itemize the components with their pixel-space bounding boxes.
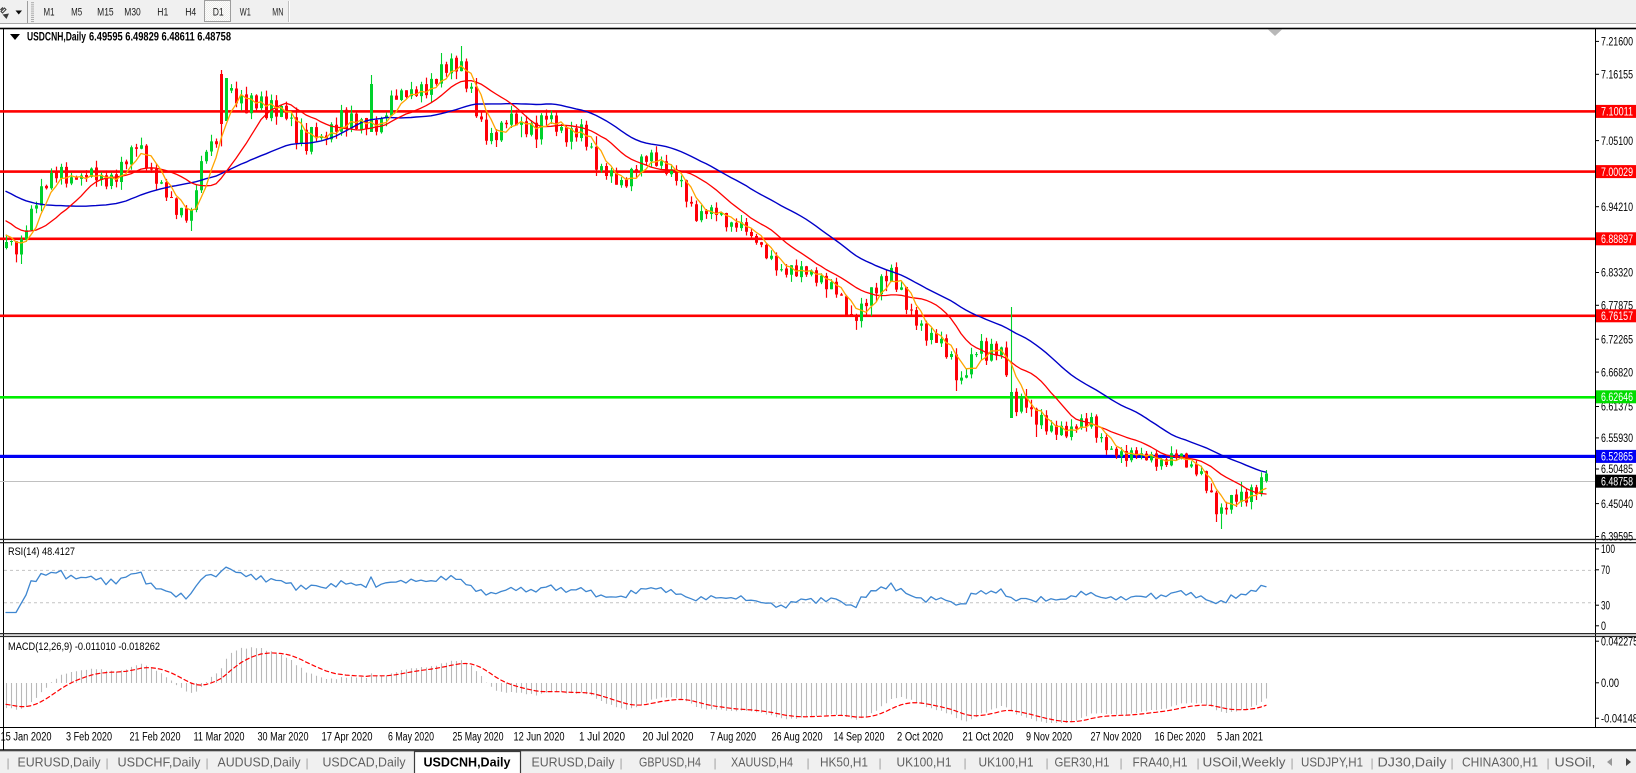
svg-text:UK100,H1: UK100,H1 — [897, 756, 952, 770]
svg-text:5 Jan 2021: 5 Jan 2021 — [1217, 732, 1263, 744]
svg-text:UK100,H1: UK100,H1 — [979, 756, 1034, 770]
svg-text:|: | — [1196, 756, 1199, 770]
svg-text:100: 100 — [1601, 544, 1615, 556]
svg-text:USDCNH,Daily: USDCNH,Daily — [27, 32, 86, 44]
svg-text:15 Jan 2020: 15 Jan 2020 — [1, 732, 52, 744]
svg-text:6.66820: 6.66820 — [1601, 367, 1633, 379]
svg-text:6.45040: 6.45040 — [1601, 499, 1633, 511]
svg-text:AUDUSD,Daily: AUDUSD,Daily — [218, 756, 302, 770]
svg-text:6.88897: 6.88897 — [1601, 234, 1633, 246]
svg-text:USDCNH,Daily: USDCNH,Daily — [424, 756, 511, 770]
svg-text:|: | — [963, 756, 966, 770]
svg-text:6.50485: 6.50485 — [1601, 464, 1633, 476]
svg-text:7.16155: 7.16155 — [1601, 70, 1633, 82]
svg-text:6.52865: 6.52865 — [1601, 452, 1633, 464]
svg-text:-0.04148: -0.04148 — [1601, 713, 1636, 725]
svg-text:|: | — [305, 756, 308, 770]
svg-text:XAUUSD,H4: XAUUSD,H4 — [731, 756, 793, 770]
svg-text:|: | — [878, 756, 881, 770]
svg-text:M5: M5 — [71, 7, 82, 19]
svg-text:3 Feb 2020: 3 Feb 2020 — [66, 732, 112, 744]
svg-text:HK50,H1: HK50,H1 — [820, 756, 868, 770]
svg-text:|: | — [1290, 756, 1293, 770]
svg-text:USDJPY,H1: USDJPY,H1 — [1301, 756, 1363, 770]
svg-text:6.39595: 6.39595 — [1601, 532, 1633, 544]
svg-text:7.21600: 7.21600 — [1601, 37, 1633, 49]
svg-text:USOil,: USOil, — [1555, 756, 1596, 770]
svg-text:11 Mar 2020: 11 Mar 2020 — [194, 732, 245, 744]
svg-text:6.83320: 6.83320 — [1601, 268, 1633, 280]
svg-text:6.76157: 6.76157 — [1601, 311, 1633, 323]
svg-text:21 Oct 2020: 21 Oct 2020 — [963, 732, 1014, 744]
svg-text:USDCAD,Daily: USDCAD,Daily — [323, 756, 407, 770]
svg-text:H4: H4 — [185, 7, 196, 19]
svg-text:6.61375: 6.61375 — [1601, 402, 1633, 414]
svg-text:20 Jul 2020: 20 Jul 2020 — [643, 732, 694, 744]
svg-text:7 Aug 2020: 7 Aug 2020 — [710, 732, 756, 744]
svg-text:MN: MN — [272, 7, 283, 19]
svg-text:21 Feb 2020: 21 Feb 2020 — [130, 732, 181, 744]
svg-text:|: | — [1119, 756, 1122, 770]
svg-text:RSI(14) 48.4127: RSI(14) 48.4127 — [8, 546, 75, 558]
svg-text:M30: M30 — [124, 7, 141, 19]
svg-text:6.48758: 6.48758 — [1601, 476, 1633, 488]
svg-text:EURUSD,Daily: EURUSD,Daily — [18, 756, 102, 770]
svg-text:H1: H1 — [157, 7, 168, 19]
svg-text:0.042275: 0.042275 — [1601, 636, 1636, 648]
svg-text:2 Oct 2020: 2 Oct 2020 — [897, 732, 943, 744]
svg-text:M1: M1 — [44, 7, 55, 19]
svg-text:|: | — [105, 756, 108, 770]
svg-text:USDCHF,Daily: USDCHF,Daily — [118, 756, 202, 770]
svg-text:GBPUSD,H4: GBPUSD,H4 — [639, 756, 701, 770]
svg-text:26 Aug 2020: 26 Aug 2020 — [772, 732, 823, 744]
svg-text:DJ30,Daily: DJ30,Daily — [1378, 756, 1448, 770]
svg-text:70: 70 — [1601, 565, 1610, 577]
svg-text:7.05100: 7.05100 — [1601, 136, 1633, 148]
svg-text:|: | — [1546, 756, 1549, 770]
svg-text:9 Nov 2020: 9 Nov 2020 — [1026, 732, 1072, 744]
svg-text:25 May 2020: 25 May 2020 — [453, 732, 504, 744]
svg-text:30 Mar 2020: 30 Mar 2020 — [258, 732, 309, 744]
svg-text:|: | — [6, 756, 9, 770]
svg-text:14 Sep 2020: 14 Sep 2020 — [834, 732, 885, 744]
svg-text:30: 30 — [1601, 600, 1610, 612]
svg-text:6.49595 6.49829 6.48611 6.4875: 6.49595 6.49829 6.48611 6.48758 — [89, 32, 231, 44]
svg-text:12 Jun 2020: 12 Jun 2020 — [514, 732, 565, 744]
svg-text:16 Dec 2020: 16 Dec 2020 — [1155, 732, 1206, 744]
svg-text:GER30,H1: GER30,H1 — [1055, 756, 1110, 770]
svg-text:USOil,Weekly: USOil,Weekly — [1203, 756, 1287, 770]
svg-text:|: | — [713, 756, 716, 770]
svg-text:|: | — [1450, 756, 1453, 770]
svg-text:6.72265: 6.72265 — [1601, 334, 1633, 346]
svg-text:7.00029: 7.00029 — [1601, 167, 1633, 179]
svg-text:CHINA300,H1: CHINA300,H1 — [1462, 756, 1538, 770]
svg-text:W1: W1 — [240, 7, 251, 19]
svg-text:17 Apr 2020: 17 Apr 2020 — [322, 732, 373, 744]
svg-text:|: | — [806, 756, 809, 770]
svg-text:|: | — [205, 756, 208, 770]
svg-text:7.10011: 7.10011 — [1601, 107, 1633, 119]
svg-text:|: | — [619, 756, 622, 770]
svg-text:EURUSD,Daily: EURUSD,Daily — [532, 756, 616, 770]
svg-text:MACD(12,26,9) -0.011010 -0.018: MACD(12,26,9) -0.011010 -0.018262 — [8, 641, 160, 653]
svg-text:0.00: 0.00 — [1601, 678, 1619, 690]
svg-text:6.55930: 6.55930 — [1601, 433, 1633, 445]
svg-text:1 Jul 2020: 1 Jul 2020 — [579, 732, 625, 744]
svg-text:6.94210: 6.94210 — [1601, 202, 1633, 214]
svg-text:0: 0 — [1601, 621, 1606, 633]
svg-text:6.62646: 6.62646 — [1601, 392, 1633, 404]
svg-text:27 Nov 2020: 27 Nov 2020 — [1091, 732, 1142, 744]
svg-text:M15: M15 — [97, 7, 114, 19]
svg-text:FRA40,H1: FRA40,H1 — [1133, 756, 1188, 770]
svg-text:|: | — [1045, 756, 1048, 770]
svg-text:|: | — [1370, 756, 1373, 770]
svg-text:6 May 2020: 6 May 2020 — [388, 732, 434, 744]
svg-text:D1: D1 — [213, 7, 224, 19]
